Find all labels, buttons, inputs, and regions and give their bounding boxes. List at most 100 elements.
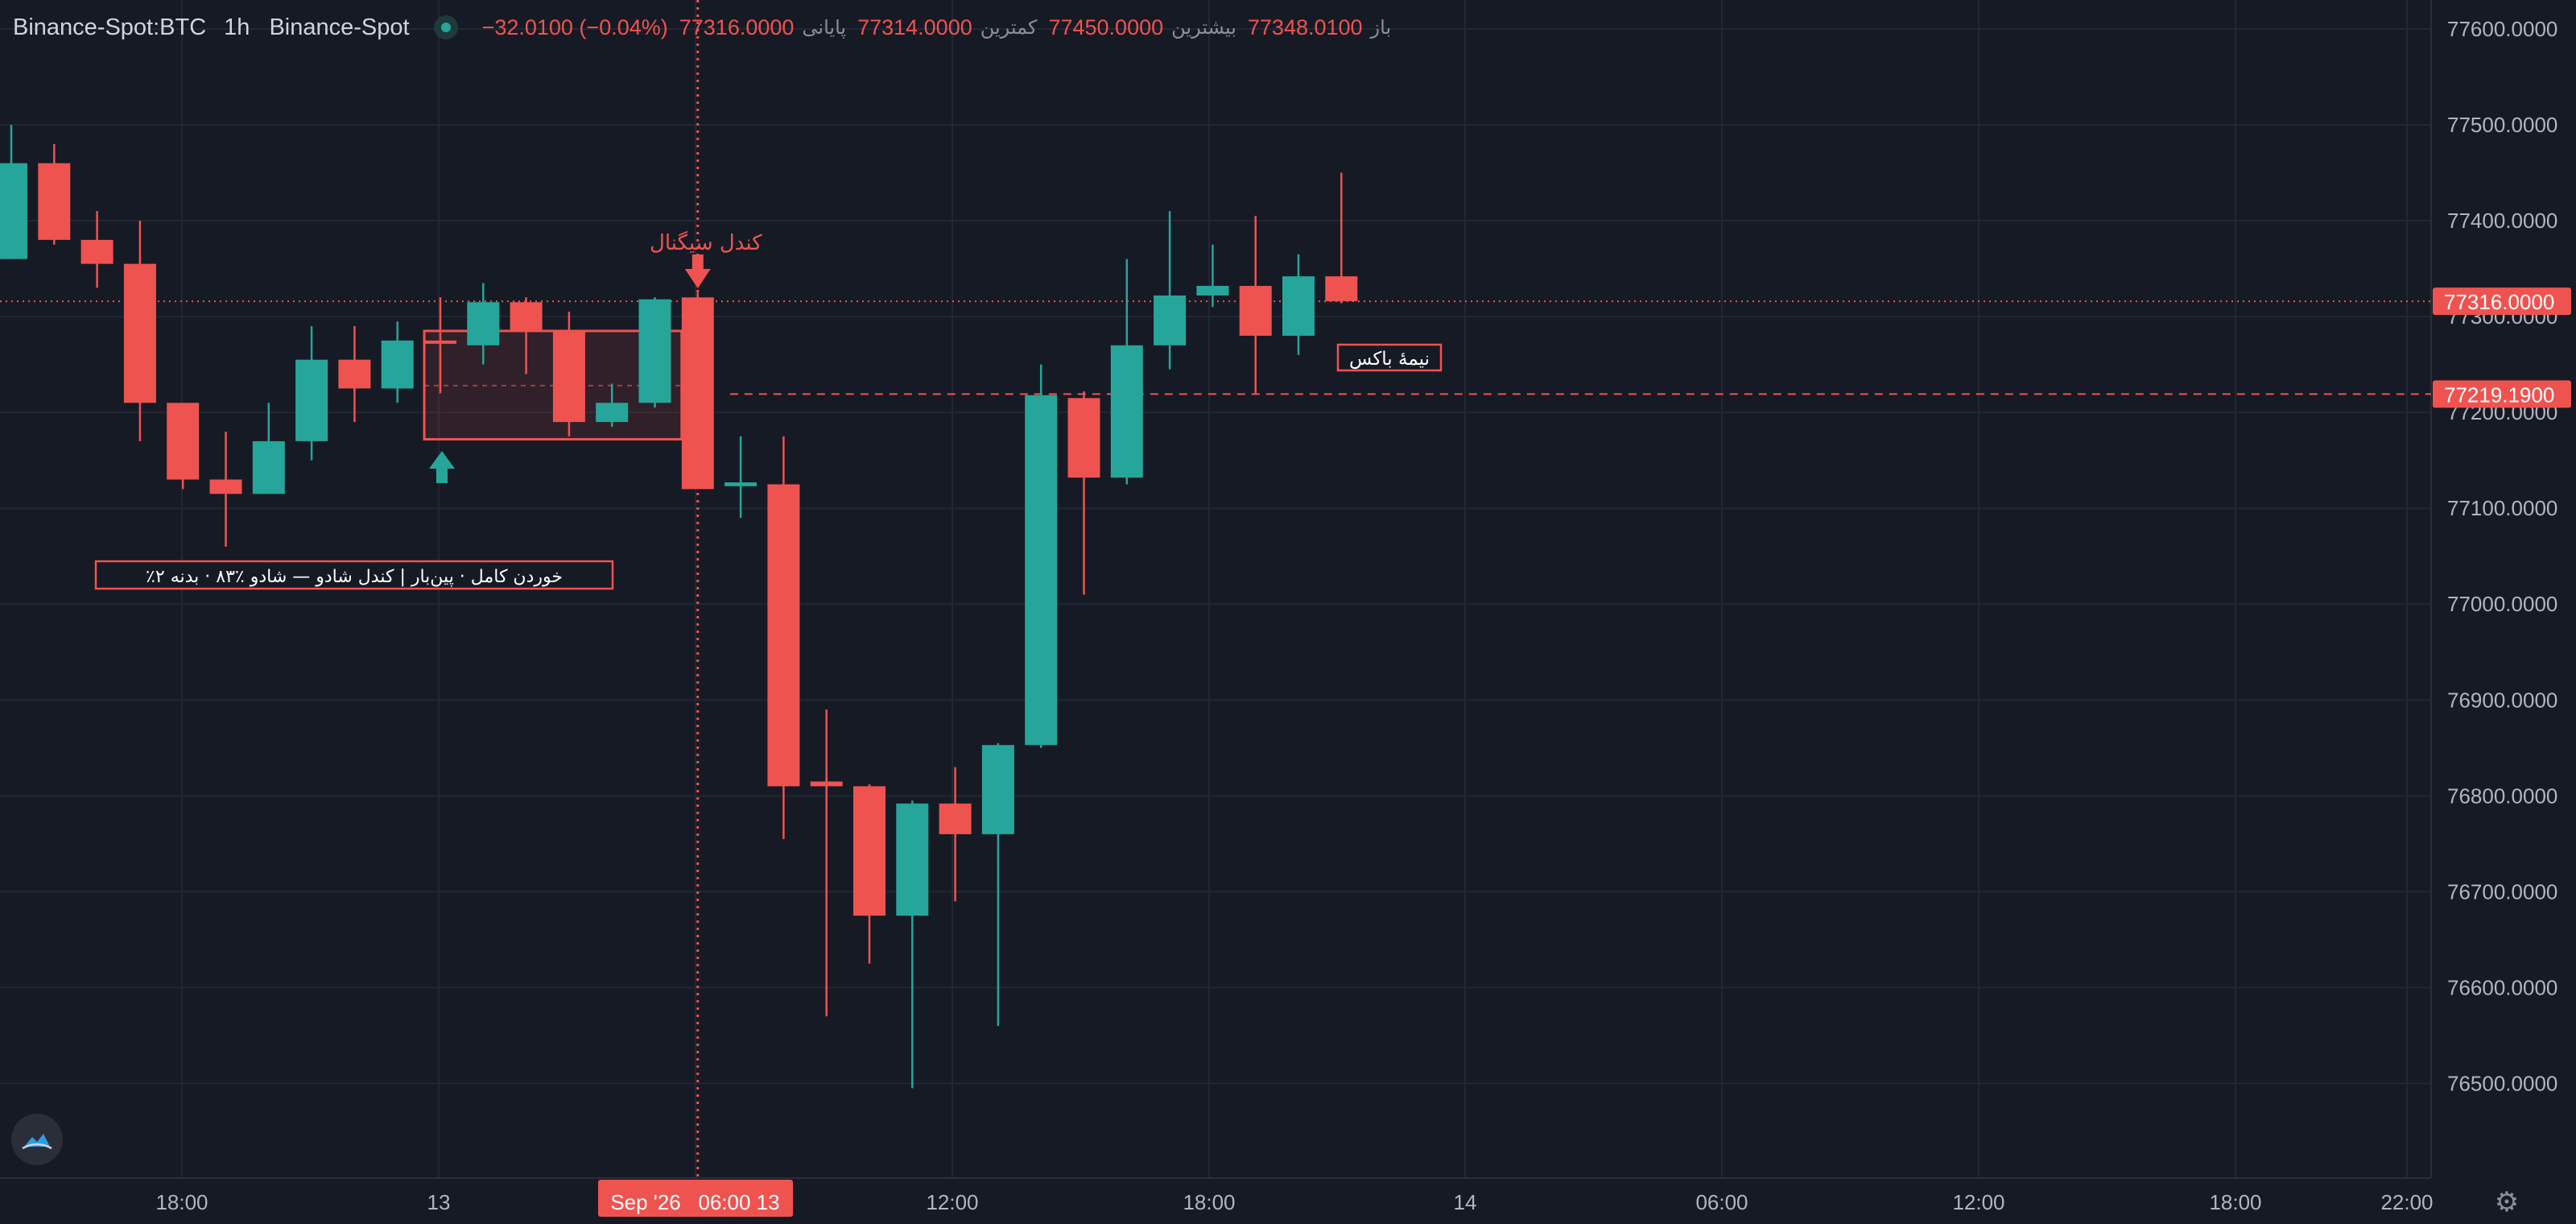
price-axis[interactable]: 77600.000077500.000077400.000077300.0000… — [2433, 17, 2571, 1095]
gear-icon[interactable]: ⚙ — [2494, 1187, 2520, 1218]
candle-body — [252, 440, 285, 494]
price-tick-label: 76500.0000 — [2447, 1071, 2557, 1095]
candle-body — [596, 403, 629, 423]
candle-30[interactable] — [1239, 216, 1272, 394]
candle-7[interactable] — [252, 403, 285, 494]
candle-body — [0, 163, 27, 259]
level-price-tag-bg — [2433, 380, 2571, 408]
candle-29[interactable] — [1196, 244, 1229, 308]
candle-12[interactable] — [467, 283, 500, 365]
time-tick-label: 06:00 — [1695, 1190, 1748, 1214]
candle-4[interactable] — [123, 221, 156, 441]
price-tick-label: 77600.0000 — [2447, 17, 2557, 41]
symbol-name[interactable]: Binance-Spot:BTC — [13, 14, 207, 40]
ohlc-values: باز 77348.0100 بیشترین 77450.0000 کمترین 77… — [482, 15, 1392, 40]
price-tick-label: 77000.0000 — [2447, 592, 2557, 616]
last-price-tag-bg — [2433, 287, 2571, 316]
candle-14[interactable] — [552, 312, 585, 436]
time-tick-label: 22:00 — [2380, 1190, 2433, 1214]
low-value: 77314.0000 — [857, 14, 972, 39]
candle-9[interactable] — [338, 326, 371, 423]
candle-26[interactable] — [1067, 391, 1100, 595]
candle-body — [810, 781, 843, 787]
candle-2[interactable] — [38, 143, 71, 245]
candle-body — [467, 302, 500, 345]
candle-25[interactable] — [1025, 364, 1058, 748]
candle-body — [1282, 276, 1315, 336]
candle-16[interactable] — [638, 297, 671, 408]
time-tick-label: 18:00 — [155, 1190, 208, 1214]
candle-body — [38, 163, 71, 240]
candles[interactable] — [0, 125, 1358, 1089]
time-axis[interactable]: 18:001318:0012:0018:001406:0012:0018:002… — [155, 1180, 2434, 1217]
time-tick-label: 18:00 — [2209, 1190, 2261, 1214]
candle-27[interactable] — [1110, 258, 1143, 485]
candle-32[interactable] — [1325, 172, 1358, 304]
half-box-label-frame — [1336, 343, 1443, 372]
time-tick-label: 12:00 — [1952, 1190, 2004, 1214]
candle-15[interactable] — [596, 383, 629, 428]
price-tick-label: 76800.0000 — [2447, 784, 2557, 808]
candle-body — [724, 482, 758, 486]
open-value: 77348.0100 — [1247, 14, 1363, 39]
signal-candle-label: کندل سیگنال — [650, 230, 762, 255]
candle-11[interactable] — [424, 297, 456, 394]
candle-body — [1025, 395, 1058, 746]
candle-17[interactable] — [681, 292, 714, 490]
signal-markers — [429, 254, 711, 483]
change-value: −32.0100 (−0.04%) — [481, 14, 668, 39]
candle-18[interactable] — [724, 436, 758, 519]
price-tick-label: 77100.0000 — [2447, 496, 2557, 520]
crosshair-time-tag: Sep '26 06:00 13 — [598, 1180, 793, 1217]
candle-19[interactable] — [767, 436, 800, 839]
candle-10[interactable] — [381, 321, 414, 403]
candle-31[interactable] — [1282, 254, 1315, 355]
candle-body — [424, 340, 456, 344]
timeframe[interactable]: 1h — [224, 14, 250, 40]
level-price-tag: 77219.1900 — [2433, 380, 2571, 408]
candle-body — [853, 786, 886, 916]
candle-28[interactable] — [1154, 211, 1187, 370]
candle-6[interactable] — [209, 431, 242, 547]
candle-body — [1110, 345, 1143, 478]
candle-3[interactable] — [80, 211, 114, 288]
candle-body — [123, 263, 156, 403]
crosshair-date-text: Sep '26 — [610, 1190, 680, 1214]
candle-8[interactable] — [295, 326, 328, 461]
price-tick-label: 77400.0000 — [2447, 209, 2557, 233]
candle-13[interactable] — [510, 297, 543, 374]
candle-body — [167, 403, 200, 480]
candle-body — [981, 745, 1014, 834]
candle-body — [1239, 286, 1272, 336]
annotations: کندل سیگنال نیمهٔ باکس ٪خوردن کامل · پین‌ب… — [94, 230, 1443, 590]
candle-body — [939, 803, 972, 834]
candle-body — [338, 359, 371, 389]
time-tick-label: 18:00 — [1183, 1190, 1235, 1214]
market-status-icon — [433, 15, 458, 39]
open-label: باز — [1370, 16, 1392, 39]
price-tick-label: 76600.0000 — [2447, 975, 2557, 999]
buy-arrow-icon — [429, 451, 455, 483]
high-label: بیشترین — [1171, 16, 1236, 39]
cloud-logo-icon[interactable] — [11, 1114, 63, 1165]
candle-21[interactable] — [853, 784, 886, 964]
exchange-name: Binance-Spot — [269, 14, 410, 40]
candle-24[interactable] — [981, 742, 1014, 1027]
pattern-label: ٪خوردن کامل · پین‌بار | کندل شادو — شادو… — [94, 560, 614, 590]
candle-22[interactable] — [896, 800, 929, 1089]
price-levels — [0, 0, 2431, 1178]
candle-body — [80, 239, 114, 264]
candle-20[interactable] — [810, 709, 843, 1017]
time-tick-label: 12:00 — [926, 1190, 978, 1214]
candle-1[interactable] — [0, 125, 27, 259]
candle-23[interactable] — [939, 767, 972, 902]
candle-body — [767, 484, 800, 787]
crosshair-time-text: 06:00 13 — [698, 1190, 779, 1214]
candle-body — [552, 330, 585, 423]
pattern-label-frame — [94, 560, 614, 590]
candle-body — [681, 297, 714, 490]
level-price-tag-text: 77219.1900 — [2444, 382, 2554, 407]
candle-5[interactable] — [167, 403, 200, 490]
close-value: 77316.0000 — [679, 14, 795, 39]
